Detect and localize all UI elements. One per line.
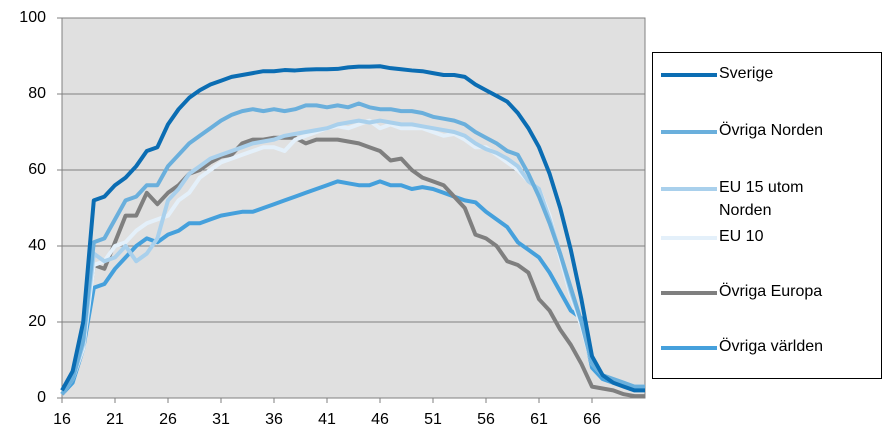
- x-tick-label: 61: [530, 411, 548, 428]
- x-tick-label: 41: [318, 411, 336, 428]
- x-tick-label: 46: [371, 411, 389, 428]
- x-tick-label: 66: [583, 411, 601, 428]
- legend-item: Övriga världen: [653, 331, 881, 381]
- legend-label: Övriga Norden: [719, 122, 824, 139]
- legend-swatch: [661, 187, 717, 191]
- legend-swatch: [661, 291, 717, 295]
- legend-item: Övriga Norden: [653, 115, 881, 165]
- series-line: [60, 101, 645, 396]
- x-tick-label: 31: [212, 411, 230, 428]
- legend-swatch: [661, 73, 717, 77]
- y-tick-label: 80: [28, 85, 46, 102]
- legend-item: EU 15 utom Norden: [653, 172, 881, 222]
- series-line: [60, 179, 645, 396]
- y-tick-label: 60: [28, 161, 46, 178]
- legend-item: Övriga Europa: [653, 276, 881, 326]
- x-tick-label: 21: [106, 411, 124, 428]
- legend-label: EU 10: [719, 228, 764, 245]
- legend-label: Sverige: [719, 65, 774, 82]
- series-line: [60, 64, 645, 393]
- legend-swatch: [661, 130, 717, 134]
- y-tick-label: 40: [28, 237, 46, 254]
- y-tick-label: 0: [37, 389, 46, 406]
- y-tick-label: 100: [19, 9, 46, 26]
- plot-area: [61, 17, 646, 399]
- legend-label: Övriga världen: [719, 338, 824, 355]
- legend-item: Sverige: [653, 58, 881, 108]
- legend-swatch: [661, 236, 717, 240]
- legend-label: EU 15 utom Norden: [719, 179, 804, 219]
- x-tick-label: 36: [265, 411, 283, 428]
- legend: Sverige Övriga Norden EU 15 utom Norden EU …: [652, 52, 882, 379]
- legend-label: Övriga Europa: [719, 283, 823, 300]
- x-tick-label: 56: [477, 411, 495, 428]
- series-line: [60, 135, 645, 399]
- x-tick-label: 26: [159, 411, 177, 428]
- x-tick-label: 51: [424, 411, 442, 428]
- x-tick-label: 16: [53, 411, 71, 428]
- y-tick-label: 20: [28, 313, 46, 330]
- legend-item: EU 10: [653, 221, 881, 271]
- legend-swatch: [661, 346, 717, 350]
